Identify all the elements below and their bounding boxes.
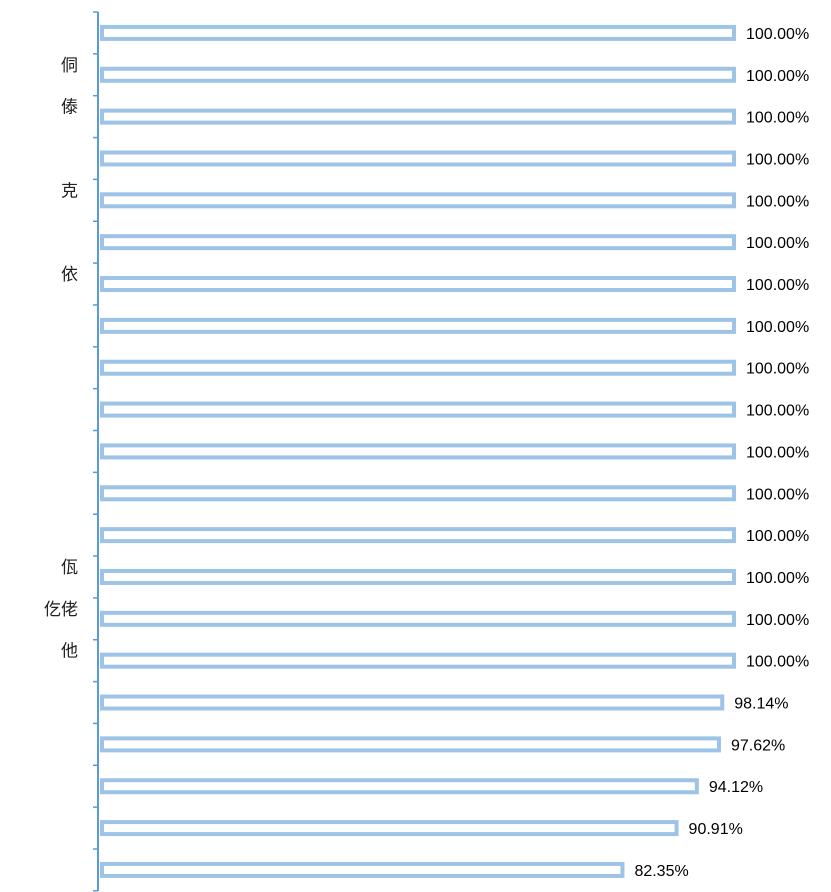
data-label: 98.14% <box>734 696 788 713</box>
bar <box>100 24 736 41</box>
bar <box>100 108 736 125</box>
bar <box>100 317 736 334</box>
bar <box>100 192 736 209</box>
data-label: 94.12% <box>709 779 763 796</box>
bar <box>100 276 736 293</box>
data-label: 100.00% <box>746 654 809 671</box>
bar <box>100 652 736 669</box>
data-label: 100.00% <box>746 570 809 587</box>
category-label: 他 <box>61 642 78 662</box>
data-label: 100.00% <box>746 110 809 127</box>
bar <box>100 736 721 753</box>
data-label: 100.00% <box>746 277 809 294</box>
value-labels-group: 100.00% 100.00% 100.00% 100.00% 100.00% 100.0… <box>634 26 809 880</box>
bar <box>100 234 736 251</box>
data-label: 82.35% <box>634 863 688 880</box>
data-label: 100.00% <box>746 612 809 629</box>
data-label: 100.00% <box>746 528 809 545</box>
bar <box>100 401 736 418</box>
bar <box>100 694 725 711</box>
category-label: 依 <box>61 265 78 285</box>
bars-group <box>100 24 736 878</box>
category-label: 侗 <box>61 56 78 76</box>
data-label: 100.00% <box>746 151 809 168</box>
bar <box>100 485 736 502</box>
bar <box>100 861 625 878</box>
data-label: 100.00% <box>746 26 809 43</box>
bar <box>100 610 736 627</box>
category-label: 克 <box>61 181 78 201</box>
bar <box>100 443 736 460</box>
data-label: 90.91% <box>689 821 743 838</box>
data-label: 100.00% <box>746 235 809 252</box>
data-label: 100.00% <box>746 403 809 420</box>
data-label: 100.00% <box>746 486 809 503</box>
data-label: 100.00% <box>746 68 809 85</box>
data-label: 100.00% <box>746 319 809 336</box>
data-label: 100.00% <box>746 361 809 378</box>
bar <box>100 359 736 376</box>
data-label: 97.62% <box>731 737 785 754</box>
bar <box>100 568 736 585</box>
category-label: 仡佬 <box>44 600 78 620</box>
data-label: 100.00% <box>746 193 809 210</box>
data-label: 100.00% <box>746 444 809 461</box>
bar <box>100 778 699 795</box>
bar <box>100 820 679 837</box>
bar <box>100 150 736 167</box>
category-label: 傣 <box>61 98 78 118</box>
bar <box>100 527 736 544</box>
bar <box>100 66 736 83</box>
category-label: 佤 <box>61 558 78 578</box>
